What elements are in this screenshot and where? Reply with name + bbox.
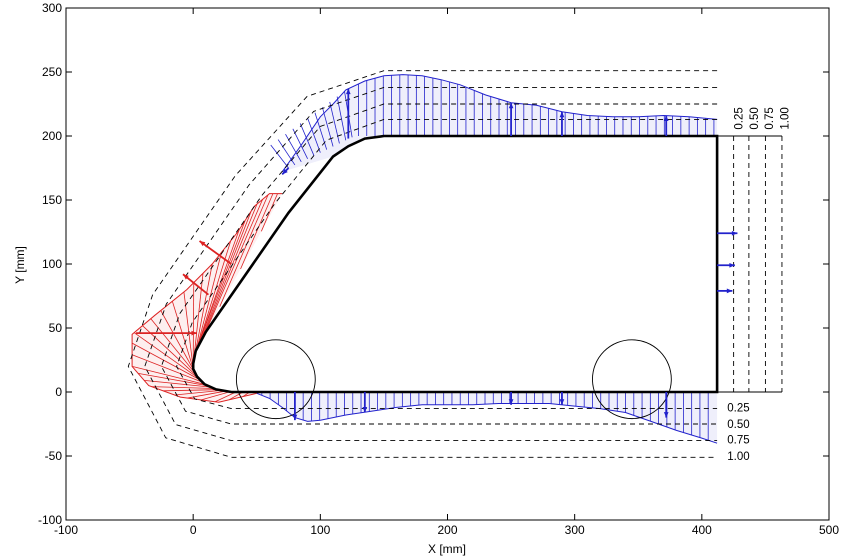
front-pressure-region — [131, 193, 283, 403]
offset-line — [176, 118, 718, 410]
front-hatch — [194, 229, 240, 354]
front-hatch — [131, 354, 203, 383]
front-hatch — [214, 391, 237, 403]
front-hatch — [240, 193, 274, 270]
y-tick-label: -50 — [45, 449, 63, 463]
arrow-head — [362, 406, 368, 413]
offset-level-label-top: 0.25 — [734, 107, 746, 129]
arrow-shaft — [198, 240, 232, 265]
y-tick-label: 300 — [42, 1, 62, 15]
top-hatch — [299, 123, 315, 156]
top-hatch — [336, 96, 347, 141]
y-tick-label: 100 — [42, 257, 62, 271]
arrow-head — [292, 414, 298, 421]
arrow-head — [199, 240, 206, 247]
data-layer — [127, 70, 783, 458]
front-hatch — [192, 282, 195, 367]
arrow-head — [663, 115, 669, 122]
pressure-arrows — [135, 88, 738, 421]
front-hatch — [199, 210, 252, 345]
top-hatch — [270, 144, 289, 169]
x-tick-label: 400 — [692, 523, 712, 537]
top-hatch — [292, 128, 308, 159]
offset-line — [160, 103, 718, 425]
front-hatch — [132, 366, 205, 385]
front-hatch — [193, 252, 222, 361]
front-pressure-area — [132, 193, 283, 403]
y-tick-label: 50 — [49, 321, 63, 335]
arrow-head — [508, 102, 514, 109]
arrow-head — [345, 88, 351, 95]
offset-level-label-bottom: 0.75 — [727, 434, 749, 446]
y-tick-label: -100 — [38, 513, 62, 527]
front-hatch — [174, 389, 222, 396]
top-hatch — [277, 139, 296, 166]
front-hatch — [151, 386, 214, 389]
offset-line — [127, 70, 718, 458]
offset-level-label-top: 1.00 — [779, 107, 791, 129]
front-hatch — [171, 301, 194, 370]
body-outline-line — [191, 134, 719, 394]
axis-ticks: -100 0 100 200 300 400 500 -100 -50 0 50 100 150 200 2… — [38, 1, 839, 537]
x-tick-label: 200 — [437, 523, 457, 537]
offset-level-label-bottom: 0.50 — [727, 419, 749, 431]
x-tick-label: 0 — [190, 523, 197, 537]
y-tick-label: 250 — [42, 65, 62, 79]
arrow-head — [282, 168, 288, 175]
y-tick-label: 150 — [42, 193, 62, 207]
y-axis-label: Y [mm] — [13, 246, 27, 284]
arrow-head — [731, 230, 738, 236]
wheel — [235, 339, 316, 420]
front-hatch — [261, 193, 278, 232]
front-hatch — [204, 199, 263, 334]
arrow-head — [508, 399, 514, 405]
offset-level-label-top: 0.75 — [764, 107, 776, 129]
arrow-head — [559, 399, 565, 405]
front-hatch — [201, 203, 258, 339]
x-axis-label: X [mm] — [428, 542, 466, 556]
front-hatch — [201, 391, 231, 401]
offset-level-labels: 0.250.500.751.000.25 0.50 0.75 1.00 — [727, 107, 791, 463]
top-hatch — [321, 107, 334, 147]
y-tick-label: 0 — [55, 385, 62, 399]
offset-line — [144, 86, 718, 442]
top-hatch — [307, 117, 321, 153]
arrow-head — [726, 288, 733, 294]
x-tick-label: 300 — [565, 523, 585, 537]
front-hatch — [133, 332, 199, 379]
x-tick-label: 500 — [819, 523, 839, 537]
arrow-head — [729, 262, 735, 268]
x-tick-label: -100 — [54, 523, 78, 537]
offset-level-label-bottom: 1.00 — [727, 451, 749, 463]
top-pressure-region — [270, 74, 718, 173]
body-outline — [191, 134, 719, 394]
front-hatch — [144, 379, 211, 388]
front-hatch — [138, 372, 208, 387]
top-hatch — [285, 134, 302, 163]
top-pressure-area — [282, 74, 718, 172]
arrow-head — [191, 330, 197, 336]
arrow-head — [559, 111, 565, 118]
front-hatch — [219, 194, 269, 307]
offset-level-label-bottom: 0.25 — [727, 402, 749, 414]
top-hatch — [314, 112, 328, 150]
front-hatch — [183, 291, 194, 369]
front-hatch — [160, 310, 195, 372]
arrow-head — [182, 274, 189, 280]
y-tick-label: 200 — [42, 129, 62, 143]
front-hatch — [142, 325, 197, 377]
arrow-head — [663, 412, 669, 418]
offset-level-label-top: 0.50 — [749, 107, 761, 129]
x-tick-label: 100 — [310, 523, 330, 537]
plot-area — [65, 7, 830, 521]
wheel — [592, 339, 672, 420]
wheels — [235, 339, 672, 420]
offset-lines — [127, 70, 783, 458]
front-hatch — [131, 342, 201, 381]
